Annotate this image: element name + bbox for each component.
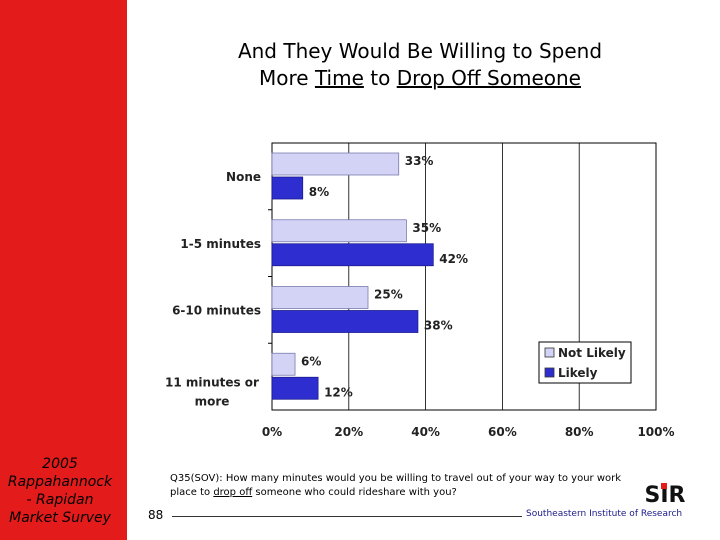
bar-likely [271, 376, 319, 400]
legend-swatch-not-likely [544, 347, 555, 358]
bar-not-likely [271, 219, 407, 243]
x-tick-label: 0% [262, 425, 282, 439]
x-tick-label: 20% [334, 425, 363, 439]
data-label: 12% [324, 385, 353, 399]
x-tick-label: 80% [565, 425, 594, 439]
category-label: more [195, 394, 230, 408]
bar-not-likely [271, 352, 296, 376]
caption-line: 2005 [42, 456, 78, 472]
question-text: someone who could rideshare with you? [252, 487, 457, 498]
data-label: 42% [439, 252, 468, 266]
bar-not-likely [271, 152, 400, 176]
bar-chart: 0% 20% 40% 60% 80% 100% None 33% 8% 1-5 minutes 35… [165, 142, 675, 439]
data-label: 33% [405, 154, 434, 168]
bar-likely [271, 243, 434, 267]
survey-caption: 2005 Rappahannock - Rapidan Market Surve… [0, 455, 120, 527]
data-label: 35% [412, 221, 441, 235]
page-number: 88 [148, 508, 164, 522]
x-tick-label: 60% [488, 425, 517, 439]
sir-logo: SIR [645, 483, 686, 505]
legend-label: Not Likely [558, 346, 626, 360]
title-time: Time [314, 66, 364, 90]
caption-line: Market Survey [9, 510, 111, 526]
survey-question: Q35(SOV): How many minutes would you be … [170, 472, 640, 500]
data-label: 25% [374, 288, 403, 302]
logo-red-mark [661, 483, 667, 489]
footer-rule [172, 516, 522, 517]
slide-title: And They Would Be Willing to Spend More … [150, 38, 690, 92]
x-tick-label: 40% [411, 425, 440, 439]
category-label: 1-5 minutes [180, 237, 261, 251]
legend-label: Likely [558, 366, 598, 380]
logo-text: SIR [645, 483, 686, 505]
category-label: 6-10 minutes [172, 304, 261, 318]
bar-likely [271, 310, 419, 333]
caption-line: - Rapidan [26, 492, 94, 508]
caption-line: Rappahannock [7, 474, 113, 490]
title-line-2: More Time to Drop Off Someone [150, 65, 690, 92]
title-line-1: And They Would Be Willing to Spend [237, 39, 603, 63]
category-label: 11 minutes or [165, 375, 259, 389]
category-label: None [226, 170, 261, 184]
bar-likely [271, 176, 304, 200]
title-drop-off: Drop Off Someone [396, 66, 581, 90]
bar-not-likely [271, 286, 369, 309]
title-text: to [363, 66, 397, 90]
title-text: More [259, 66, 315, 90]
data-label: 6% [301, 354, 321, 368]
question-text: Q35(SOV): How many minutes would you be … [170, 473, 622, 498]
sidebar-band [0, 0, 127, 540]
organization-name: Southeastern Institute of Research [526, 509, 683, 519]
data-label: 38% [424, 319, 453, 333]
legend-swatch-likely [544, 367, 555, 378]
data-label: 8% [309, 185, 329, 199]
question-drop-off: drop off [213, 487, 253, 498]
x-tick-label: 100% [637, 425, 674, 439]
